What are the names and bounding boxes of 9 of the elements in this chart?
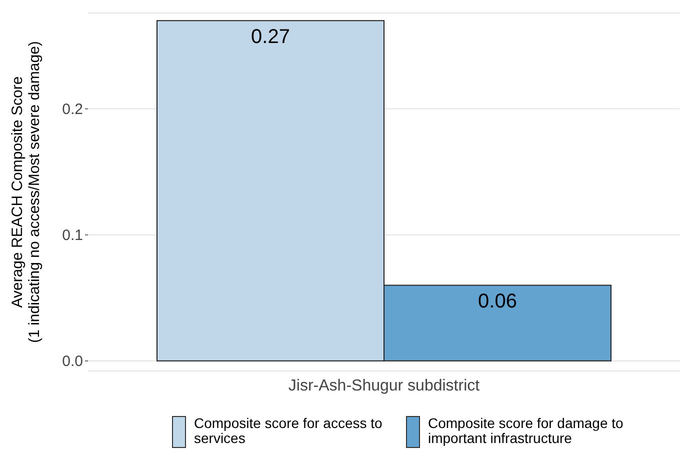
legend-label: Composite score for access to services <box>194 415 384 446</box>
y-tick-label: 0.0 <box>62 353 83 370</box>
y-axis-title: Average REACH Composite Score (1 indicating no access/Most severe damage) <box>9 41 43 343</box>
legend-label: Composite score for damage to important infrastructure <box>428 415 624 446</box>
data-label: 0.27 <box>251 26 290 48</box>
y-tick-label: 0.2 <box>62 101 83 118</box>
x-tick-label: Jisr-Ash-Shugur subdistrict <box>288 377 480 394</box>
data-label: 0.06 <box>478 290 517 312</box>
y-tick-label: 0.1 <box>62 227 83 244</box>
